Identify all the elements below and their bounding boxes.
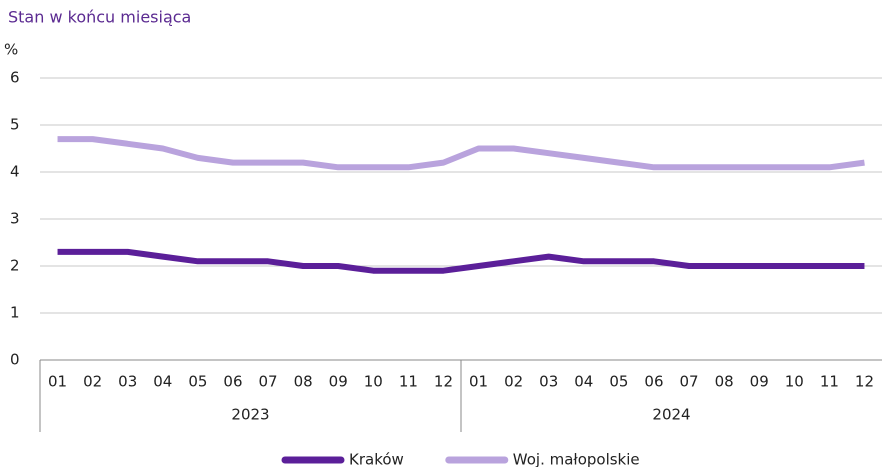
x-tick-label: 01 [48,373,67,391]
x-tick-label: 04 [153,373,172,391]
chart-subtitle: Stan w końcu miesiąca [8,8,191,27]
x-tick-label: 05 [188,373,207,391]
series-line [57,136,865,171]
x-tick-label: 04 [574,373,593,391]
x-tick-label: 12 [855,373,874,391]
x-tick-label: 06 [644,373,663,391]
x-tick-label: 10 [785,373,804,391]
x-tick-label: 02 [83,373,102,391]
y-tick-label: 2 [10,257,20,275]
group-label: 2024 [652,406,690,424]
x-tick-label: 03 [539,373,558,391]
x-tick-label: 09 [750,373,769,391]
x-tick-label: 02 [504,373,523,391]
x-tick-label: 09 [329,373,348,391]
x-tick-label: 11 [399,373,418,391]
y-tick-label: 6 [10,69,20,87]
y-tick-label: 0 [10,351,20,369]
x-tick-label: 07 [679,373,698,391]
x-tick-label: 08 [715,373,734,391]
x-tick-label: 06 [223,373,242,391]
x-tick-label: 11 [820,373,839,391]
x-tick-label: 01 [469,373,488,391]
x-tick-label: 03 [118,373,137,391]
y-tick-label: 3 [10,210,20,228]
y-tick-label: 5 [10,116,20,134]
x-tick-label: 07 [258,373,277,391]
y-tick-label: 1 [10,304,20,322]
legend-label: Kraków [349,451,404,467]
x-tick-label: 12 [434,373,453,391]
x-tick-label: 10 [364,373,383,391]
y-tick-label: 4 [10,163,20,181]
x-tick-label: 08 [294,373,313,391]
series-line [57,248,865,274]
y-axis-label: % [4,41,18,59]
x-tick-label: 05 [609,373,628,391]
legend-label: Woj. małopolskie [513,451,640,467]
group-label: 2023 [231,406,269,424]
